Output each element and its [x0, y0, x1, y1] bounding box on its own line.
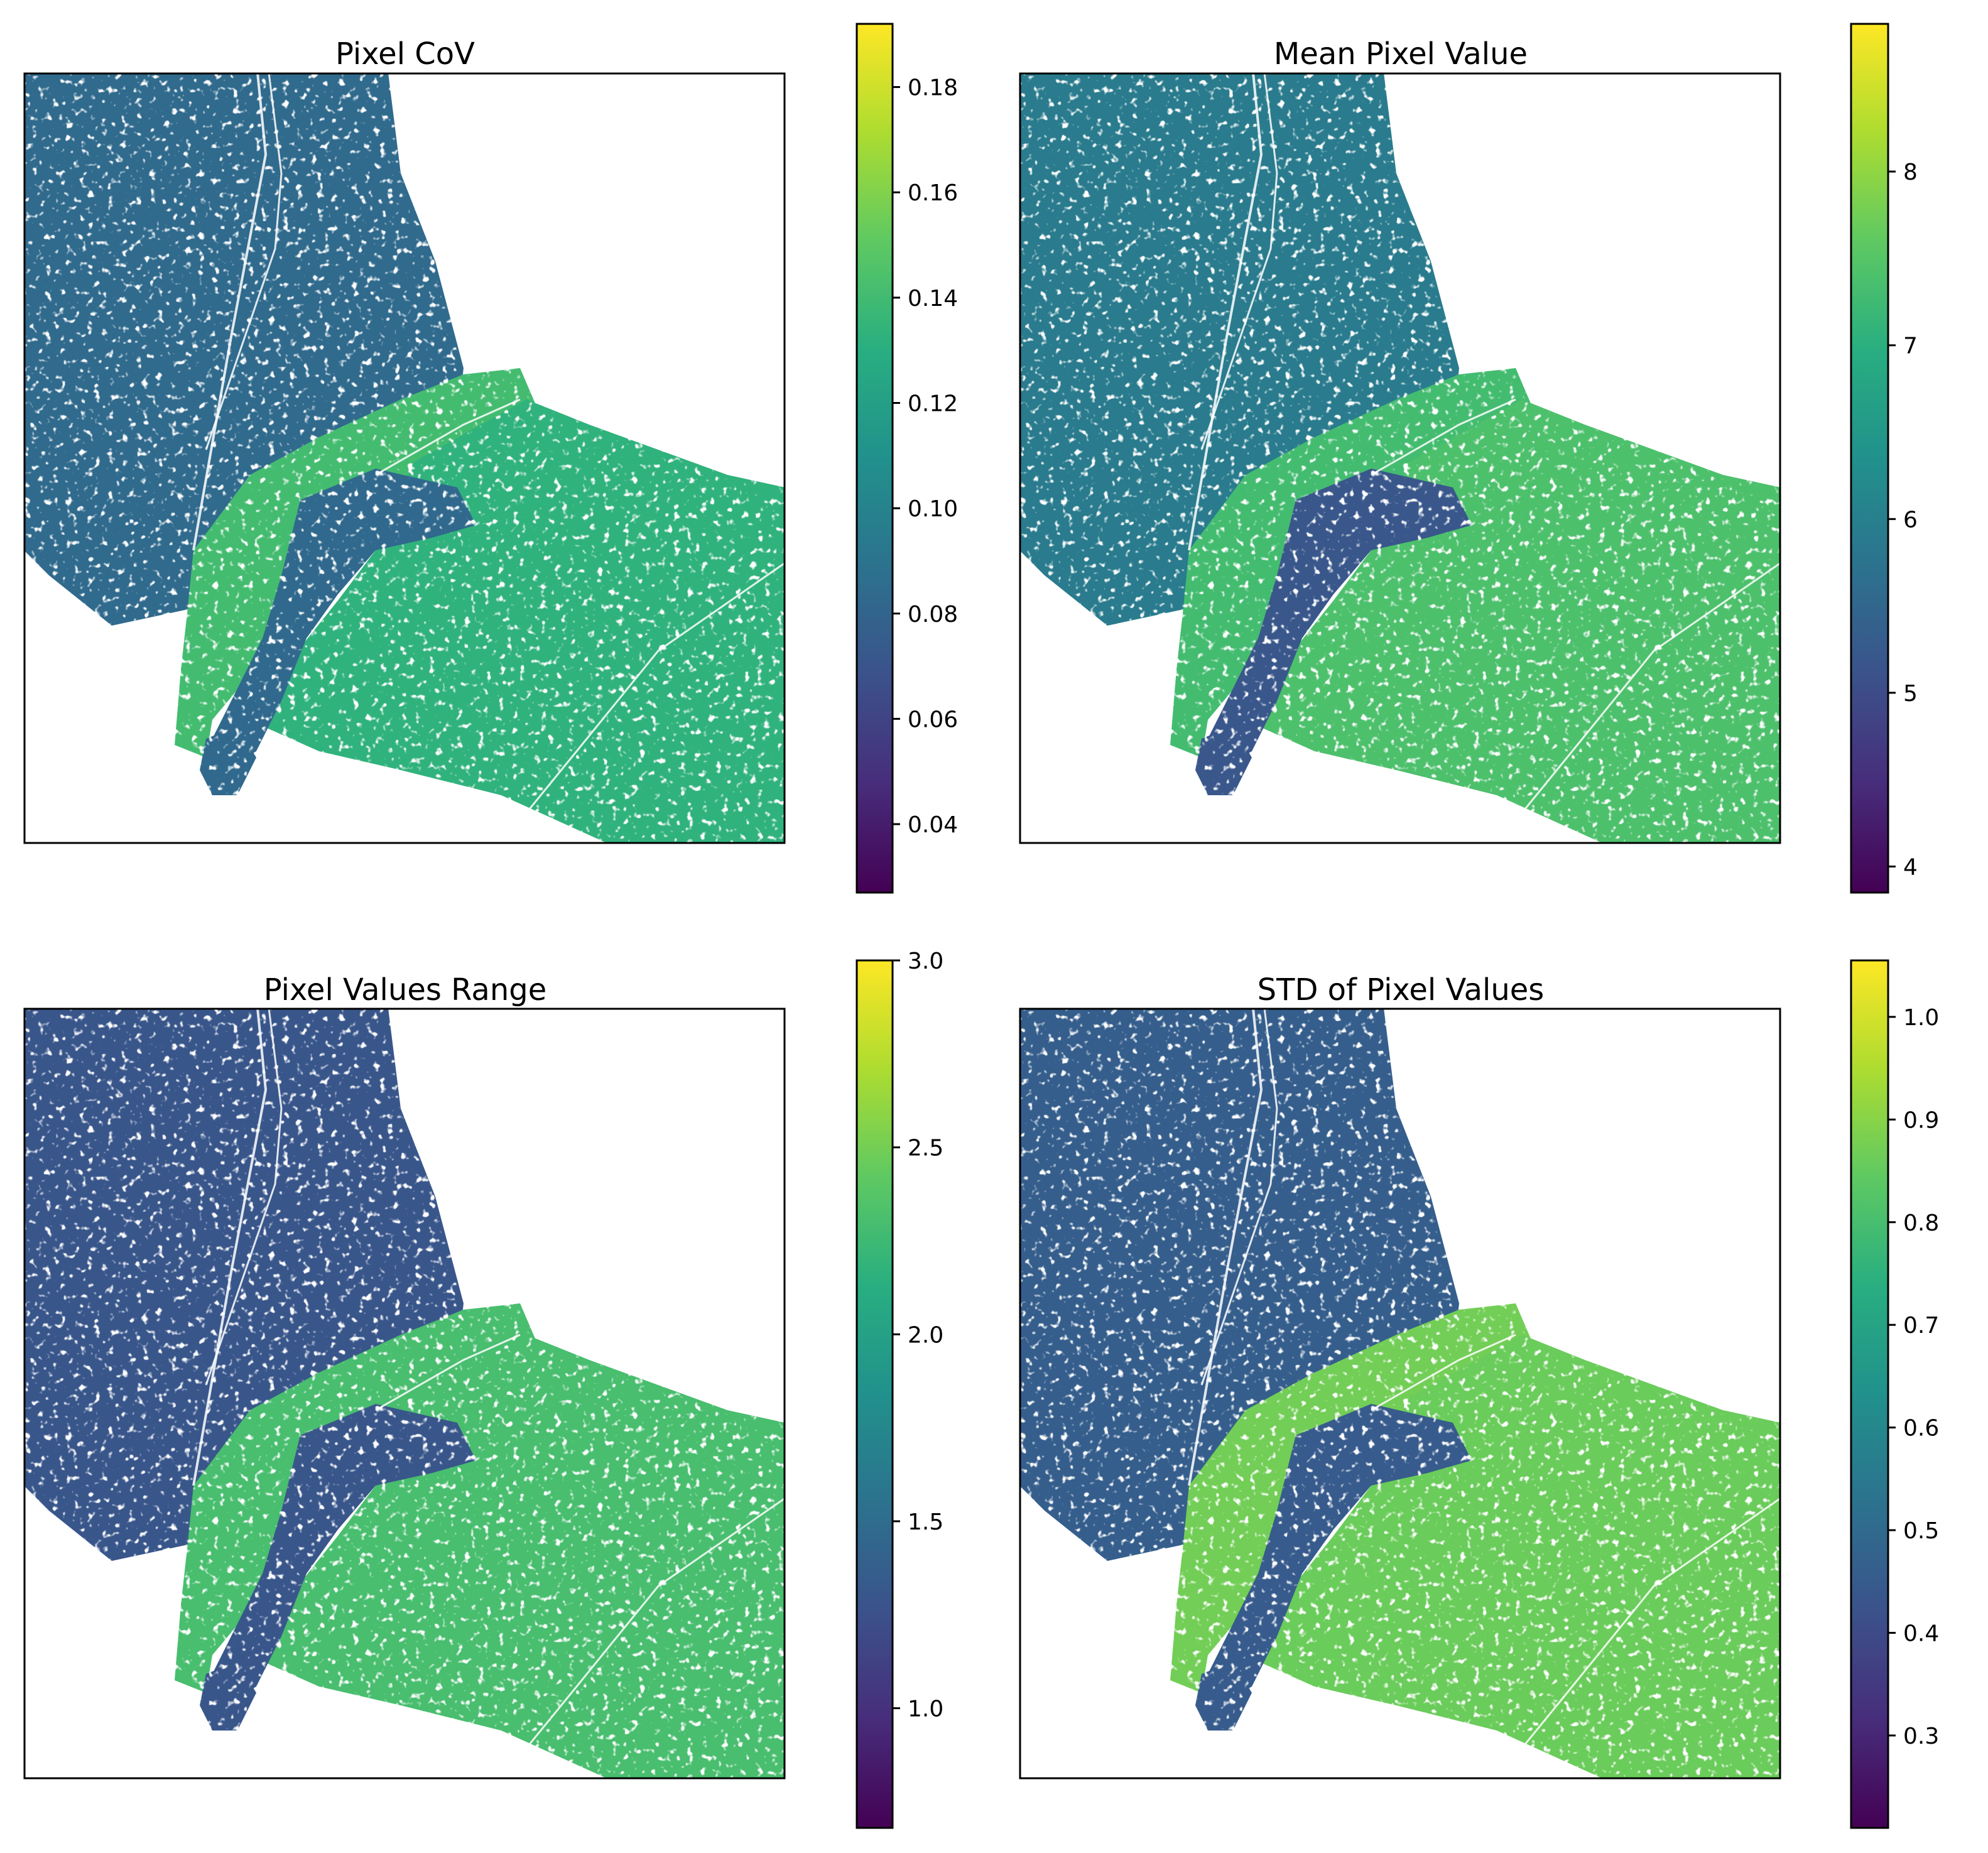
road-line — [1188, 1008, 1263, 1486]
colorbar-frame — [855, 23, 894, 894]
colorbar-tick-label: 0.6 — [1903, 1416, 1939, 1442]
panel-title: STD of Pixel Values — [1257, 972, 1545, 1008]
axes-frame — [23, 1008, 786, 1780]
map-axes — [23, 1008, 786, 1780]
axes-frame — [1019, 1008, 1781, 1780]
colorbar-tick-label: 4 — [1903, 855, 1918, 881]
road-line — [1200, 73, 1278, 450]
colorbar-tick-label: 0.10 — [908, 496, 958, 522]
map-axes — [23, 72, 786, 844]
colorbar-tick-label: 0.14 — [908, 286, 958, 312]
colorbar-tick-label: 0.9 — [1903, 1107, 1939, 1133]
road-line — [1496, 1497, 1781, 1779]
colorbar-tick-label: 7 — [1903, 334, 1918, 359]
colorbar-tick-label: 8 — [1903, 160, 1918, 185]
colorbar: 1.0 1.5 2.0 2.5 3.0 — [855, 948, 943, 1829]
colorbar-frame — [855, 959, 894, 1829]
colorbar-tick-label: 0.16 — [908, 180, 958, 206]
colorbar-tick-label: 2.0 — [908, 1322, 943, 1348]
colorbar-tick-label: 3.0 — [908, 948, 943, 974]
colorbar: 0.04 0.06 0.08 0.10 0.12 0.14 0.16 0.18 — [855, 23, 958, 894]
colorbar-tick-label: 1.0 — [908, 1697, 943, 1722]
colorbar-tick-label: 6 — [1903, 507, 1918, 533]
axes-frame — [23, 72, 786, 844]
colorbar-tick-label: 5 — [1903, 681, 1918, 707]
map-axes — [1019, 72, 1781, 844]
colorbar-tick-label: 0.04 — [908, 812, 958, 838]
panel-title: Pixel Values Range — [264, 972, 547, 1008]
road-line — [205, 73, 283, 450]
colorbar: 0.3 0.4 0.5 0.6 0.7 0.8 0.9 1.0 — [1850, 959, 1939, 1829]
colorbar-tick-label: 1.5 — [908, 1509, 943, 1535]
panel-title: Mean Pixel Value — [1274, 36, 1528, 72]
colorbar-tick-label: 0.4 — [1903, 1621, 1939, 1646]
panel-title: Pixel CoV — [335, 36, 475, 72]
road-line — [500, 1497, 785, 1779]
colorbar-tick-label: 0.08 — [908, 602, 958, 628]
road-line — [1371, 1334, 1516, 1411]
axes-frame — [1019, 72, 1781, 844]
colorbar-tick-label: 0.7 — [1903, 1313, 1939, 1339]
colorbar-gradient — [1851, 24, 1888, 893]
colorbar-tick-label: 0.18 — [908, 75, 958, 101]
road-line — [205, 1008, 283, 1386]
road-line — [192, 73, 268, 551]
colorbar-tick-label: 2.5 — [908, 1136, 943, 1161]
colorbar-frame — [1850, 959, 1889, 1829]
colorbar-tick-label: 0.5 — [1903, 1518, 1939, 1544]
road-line — [1371, 398, 1516, 476]
colorbar-tick-label: 1.0 — [1903, 1005, 1939, 1031]
colorbar-gradient — [1851, 960, 1888, 1828]
road-line — [1188, 73, 1263, 551]
road-line — [375, 398, 521, 476]
colorbar-gradient — [857, 960, 893, 1828]
colorbar-gradient — [857, 24, 893, 893]
colorbar-tick-label: 0.8 — [1903, 1210, 1939, 1236]
colorbar: 4 5 6 7 8 — [1850, 23, 1918, 894]
road-line — [500, 562, 785, 844]
colorbar-frame — [1850, 23, 1889, 894]
colorbar-tick-label: 0.06 — [908, 707, 958, 732]
road-line — [1200, 1008, 1278, 1386]
road-line — [1496, 562, 1781, 844]
road-line — [375, 1334, 521, 1411]
road-line — [192, 1008, 268, 1486]
colorbar-tick-label: 0.12 — [908, 391, 958, 416]
map-axes — [1019, 1008, 1781, 1780]
colorbar-tick-label: 0.3 — [1903, 1724, 1939, 1749]
